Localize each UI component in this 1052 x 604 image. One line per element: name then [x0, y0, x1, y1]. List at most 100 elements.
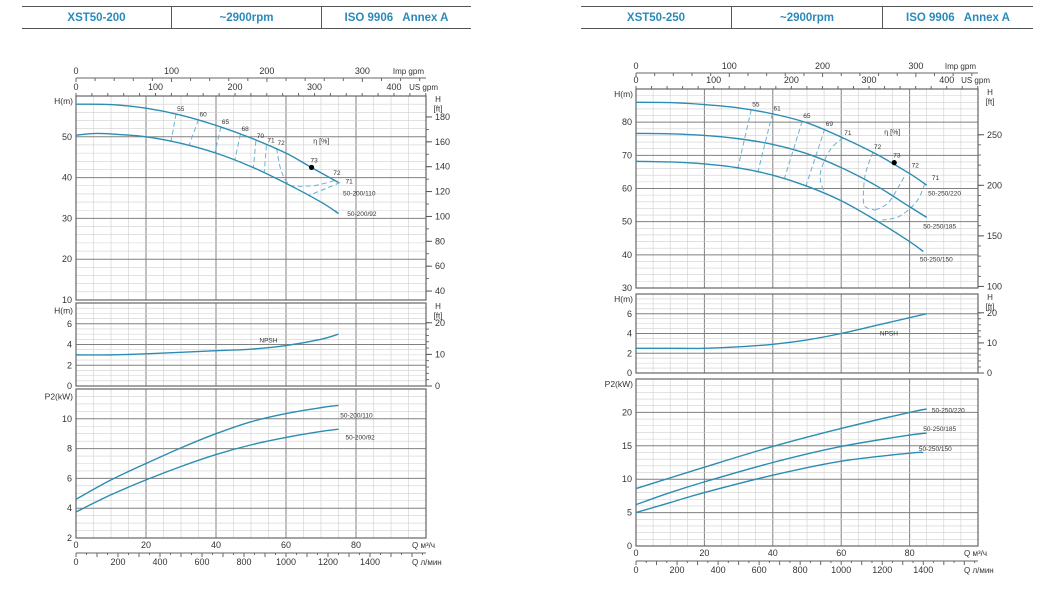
imp-gpm-label: Imp gpm	[945, 62, 976, 71]
efficiency-line	[234, 133, 241, 160]
efficiency-line	[252, 140, 257, 168]
best-efficiency-point	[308, 164, 315, 170]
ft-axis-unit: [ft]	[434, 312, 443, 321]
speed-label: ~2900rpm	[731, 7, 882, 28]
efficiency-line	[188, 119, 199, 146]
ft-axis-label: H	[987, 293, 993, 302]
m3h-axis-label: Q м³/ч	[964, 549, 987, 558]
bep-label: 73	[311, 157, 319, 164]
header-table-right: XST50-250 ~2900rpm ISO 9906 Annex A	[581, 6, 1033, 29]
m3h-tick-label: 60	[836, 548, 846, 558]
y-tick-label: 8	[67, 444, 72, 454]
y-tick-label: 4	[627, 329, 632, 339]
m3h-tick-label: 40	[768, 548, 778, 558]
p2-panel: 0 5 10 15 20 P2(kW) 50-250/220 50-250/185 50-250…	[605, 378, 979, 551]
efficiency-axis-label: η [%]	[313, 139, 329, 146]
us-gpm-tick-label: 200	[227, 82, 242, 92]
y-tick-label: 4	[67, 503, 72, 513]
y-axis-label: P2(kW)	[45, 392, 74, 402]
us-gpm-tick-label: 0	[633, 75, 638, 85]
lmin-tick-label: 800	[236, 557, 251, 567]
curve-50-250/150	[635, 451, 924, 514]
y-axis-label: H(m)	[614, 89, 633, 99]
efficiency-line	[263, 145, 267, 172]
panel-frame	[635, 293, 979, 374]
lmin-tick-label: 1400	[913, 565, 933, 575]
lmin-tick-label: 1200	[318, 557, 338, 567]
bottom-axes: 0 20 40 60 80 Q м³/ч 0 200 400 600 800 1000 1200 1400…	[633, 548, 993, 575]
efficiency-label: 65	[803, 113, 811, 120]
y-tick-label: 4	[67, 340, 72, 350]
ft-tick-label: 20	[435, 318, 445, 328]
curve-50-200/110	[75, 103, 339, 184]
ft-axis-unit: [ft]	[434, 105, 443, 114]
y-tick-label: 6	[67, 319, 72, 329]
head-panel: 30 40 50 60 70 80 H(m) 100 150 200 250 H[ft] 55 61 65 6…	[614, 88, 1002, 293]
chart-xst50-200: 1020304050H(m)406080100120140160180H[ft]…	[45, 66, 450, 567]
imp-gpm-label: Imp gpm	[393, 67, 424, 76]
ft-tick-label: 10	[987, 338, 997, 348]
efficiency-label: 60	[200, 112, 208, 119]
efficiency-label: 72	[912, 163, 920, 170]
model-title: XST50-250	[626, 11, 686, 24]
efficiency-label: 70	[257, 133, 265, 140]
us-gpm-label: US gpm	[961, 76, 990, 85]
panel-frame	[75, 388, 427, 539]
curve-50-250/220	[635, 408, 927, 490]
ft-tick-label: 60	[435, 261, 445, 271]
ft-tick-label: 0	[987, 368, 992, 378]
efficiency-line	[313, 179, 337, 187]
ft-tick-label: 180	[435, 112, 450, 122]
lmin-tick-label: 200	[110, 557, 125, 567]
efficiency-label: 68	[242, 126, 250, 133]
curve-label: 50-250/185	[923, 223, 956, 230]
lmin-tick-label: 200	[670, 565, 685, 575]
curve-label: 50-250/220	[932, 408, 965, 415]
y-tick-label: 10	[62, 295, 72, 305]
header-table-left: XST50-200 ~2900rpm ISO 9906 Annex A	[22, 6, 471, 29]
imp-gpm-tick-label: 300	[355, 66, 370, 76]
y-tick-label: 40	[62, 173, 72, 183]
m3h-tick-label: 60	[281, 540, 291, 550]
curve-50-250/185	[635, 432, 927, 506]
imp-gpm-tick-label: 0	[73, 66, 78, 76]
y-tick-label: 5	[627, 508, 632, 518]
m3h-tick-label: 80	[351, 540, 361, 550]
m3h-tick-label: 40	[211, 540, 221, 550]
model-title: XST50-200	[67, 11, 126, 24]
lmin-tick-label: 400	[711, 565, 726, 575]
lmin-axis-label: Q л/мин	[964, 566, 994, 575]
bottom-axes: 0 20 40 60 80 Q м³/ч 0 200 400 600 800 1000 1200 1400…	[73, 540, 441, 567]
lmin-tick-label: 0	[633, 565, 638, 575]
y-tick-label: 10	[62, 414, 72, 424]
ft-tick-label: 200	[987, 180, 1002, 190]
efficiency-label: 65	[222, 119, 230, 126]
efficiency-label: 71	[932, 175, 940, 182]
curve-npsh	[636, 313, 927, 350]
ft-tick-label: 80	[435, 236, 445, 246]
top-axes: 0 100 200 300 Imp gpm 0 100 200 300 400 US gpm	[633, 61, 990, 89]
efficiency-line	[308, 182, 341, 197]
us-gpm-label: US gpm	[409, 83, 438, 92]
efficiency-line	[805, 128, 826, 187]
imp-gpm-tick-label: 100	[722, 61, 737, 71]
standard-label: ISO 9906 Annex A	[321, 7, 471, 28]
efficiency-label: 71	[346, 178, 354, 185]
p2-panel: 2 4 6 8 10 P2(kW) 50-200/110 50-200/92	[45, 388, 427, 543]
y-tick-label: 2	[627, 348, 632, 358]
lmin-tick-label: 1200	[872, 565, 892, 575]
efficiency-line	[757, 113, 773, 172]
efficiency-label: 55	[752, 102, 760, 109]
y-tick-label: 60	[622, 184, 632, 194]
curve-label: NPSH	[880, 331, 898, 338]
y-tick-label: 2	[67, 533, 72, 543]
curve-50-250/150	[635, 160, 924, 253]
lmin-tick-label: 400	[152, 557, 167, 567]
y-tick-label: 30	[62, 213, 72, 223]
ft-tick-label: 250	[987, 130, 1002, 140]
y-tick-label: 0	[627, 368, 632, 378]
m3h-tick-label: 0	[633, 548, 638, 558]
ft-axis-label: H	[435, 302, 441, 311]
bep-label: 73	[893, 153, 901, 160]
